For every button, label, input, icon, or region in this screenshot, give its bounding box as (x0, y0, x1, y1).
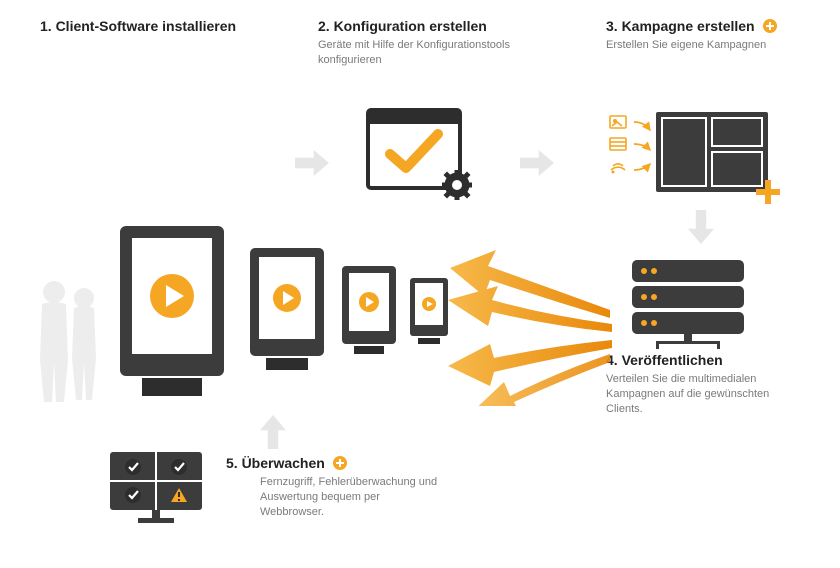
config-window-icon (366, 108, 462, 190)
arrow-right-icon (295, 150, 329, 176)
server-icon (628, 258, 748, 355)
people-silhouette-icon (34, 278, 104, 409)
step-5: 5. Überwachen Fernzugriff, Fehlerüberwac… (226, 455, 446, 520)
arrow-right-icon (520, 150, 554, 176)
plus-badge-icon (763, 19, 777, 33)
monitoring-screen-icon (108, 450, 204, 535)
step-3-sub: Erstellen Sie eigene Kampagnen (606, 38, 816, 53)
step-5-sub: Fernzugriff, Fehlerüberwachung und Auswe… (226, 475, 446, 520)
step-2: 2. Konfiguration erstellen Geräte mit Hi… (318, 18, 548, 68)
gear-icon (442, 170, 472, 200)
step-3-title: 3. Kampagne erstellen (606, 18, 816, 34)
step-3-title-text: 3. Kampagne erstellen (606, 18, 755, 34)
step-1: 1. Client-Software installieren (40, 18, 290, 34)
step-3: 3. Kampagne erstellen Erstellen Sie eige… (606, 18, 816, 53)
step-4: 4. Veröffentlichen Verteilen Sie die mul… (606, 352, 806, 417)
step-2-sub: Geräte mit Hilfe der Konfigurationstools… (318, 38, 548, 68)
step-5-title-text: 5. Überwachen (226, 455, 325, 471)
campaign-layout-icon (608, 108, 776, 200)
distribute-arrows-icon (440, 246, 620, 406)
kiosk-row-icon (118, 224, 458, 414)
arrow-down-icon (688, 210, 714, 244)
plus-icon (754, 178, 782, 206)
step-2-title: 2. Konfiguration erstellen (318, 18, 548, 34)
plus-badge-icon (333, 456, 347, 470)
step-1-title: 1. Client-Software installieren (40, 18, 290, 34)
arrow-up-icon (260, 415, 286, 449)
step-4-sub: Verteilen Sie die multimedialen Kampagne… (606, 372, 806, 417)
step-5-title: 5. Überwachen (226, 455, 446, 471)
